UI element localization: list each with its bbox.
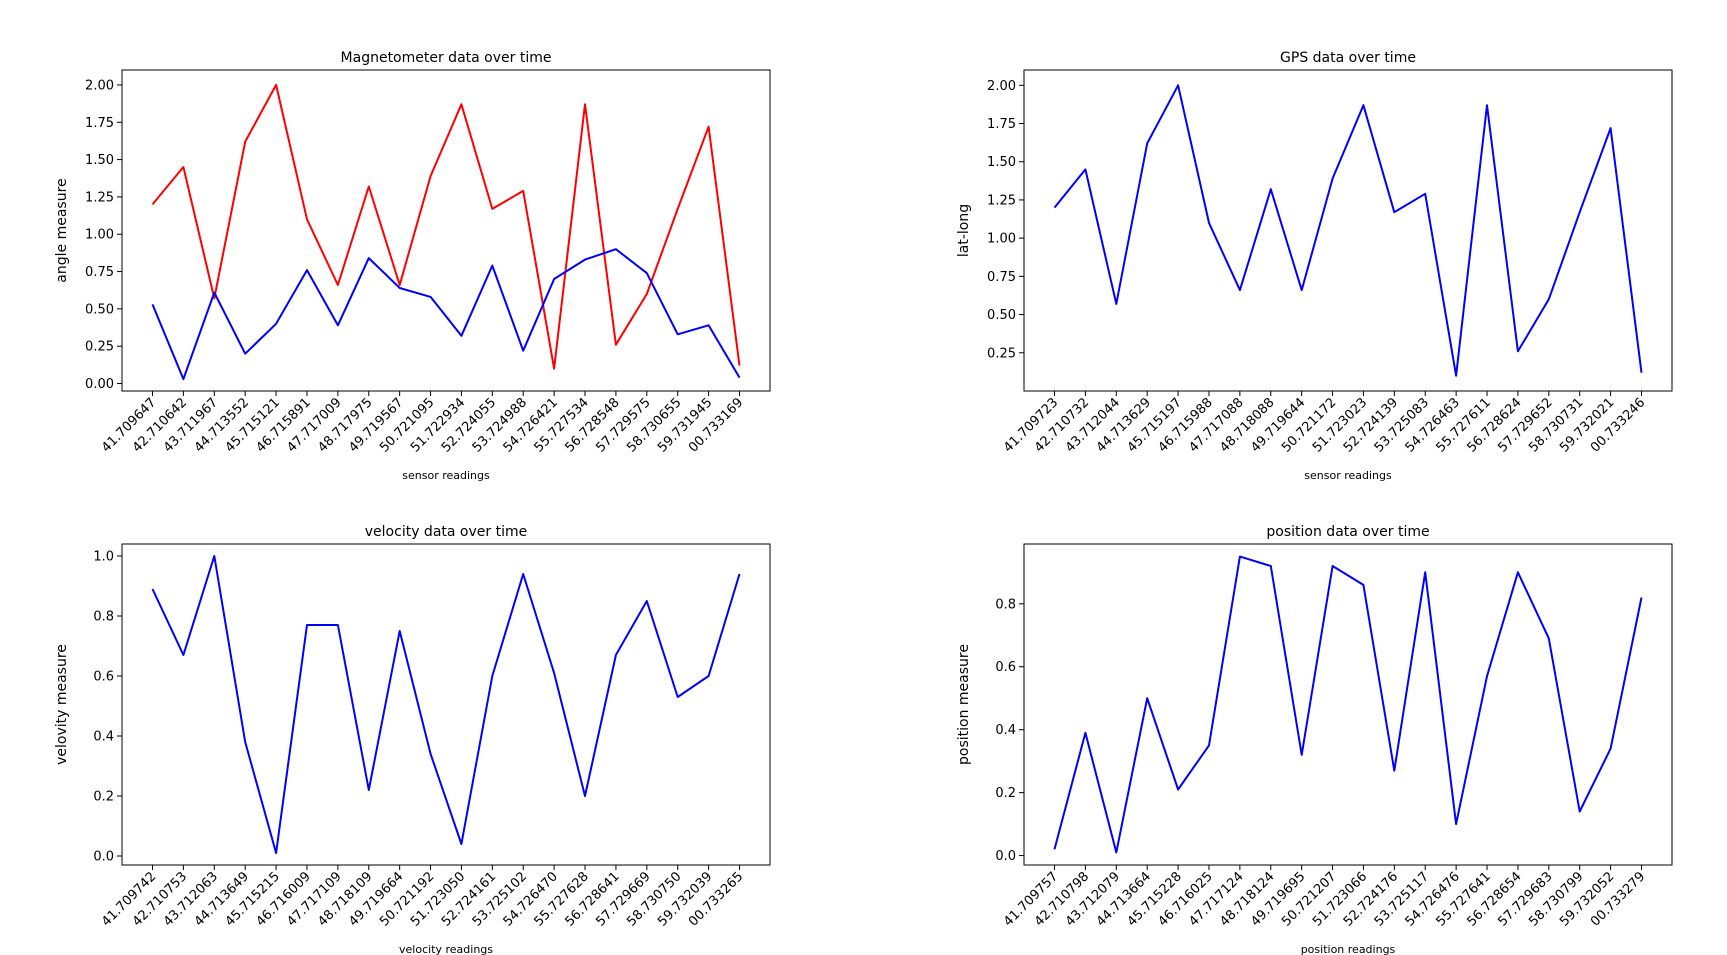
y-tick-label: 1.00	[987, 232, 1016, 247]
y-tick-label: 0.2	[93, 790, 114, 805]
y-tick-label: 0.2	[995, 786, 1016, 801]
axes-frame	[121, 543, 771, 866]
x-axis-label: position readings	[1301, 943, 1396, 955]
chart-2: GPS data over time 0.25 0.50 0.75 1.00 1.25 1.…	[956, 50, 1673, 482]
y-tick-label: 0.25	[85, 340, 114, 355]
y-tick-label: 1.50	[85, 153, 114, 168]
series-line-2	[151, 248, 741, 381]
series-line-1	[1053, 555, 1643, 854]
axes-frame	[121, 69, 771, 392]
x-axis-label: sensor readings	[1304, 469, 1392, 482]
y-tick-label: 0.6	[995, 660, 1016, 675]
axes-frame	[1023, 69, 1673, 392]
series-line-1	[151, 555, 741, 854]
y-tick-label: 0.25	[987, 346, 1016, 361]
chart-title: velocity data over time	[365, 524, 527, 540]
y-tick-label: 0.0	[93, 850, 114, 865]
y-tick-label: 1.50	[987, 155, 1016, 170]
y-tick-label: 1.25	[85, 190, 114, 205]
y-tick-label: 0.8	[995, 597, 1016, 612]
y-tick-label: 0.00	[85, 377, 114, 392]
x-axis-label: sensor readings	[402, 469, 490, 482]
y-tick-label: 1.0	[93, 550, 114, 565]
y-tick-label: 0.4	[93, 730, 114, 745]
y-tick-label: 0.0	[995, 849, 1016, 864]
chart-1: Magnetometer data over time 0.00 0.25 0.50 0…	[54, 50, 771, 482]
y-tick-label: 1.75	[85, 116, 114, 131]
chart-4: position data over time0.00.20.40.60.841…	[956, 524, 1673, 955]
y-tick-label: 2.00	[987, 79, 1016, 94]
chart-title: GPS data over time	[1280, 50, 1416, 66]
axes-frame	[1023, 543, 1673, 866]
y-axis-label: position measure	[956, 644, 972, 765]
chart-3: velocity data over time 0.0 0.2 0.4 0.6 0.8 1.…	[54, 524, 771, 955]
y-tick-label: 0.75	[987, 270, 1016, 285]
y-tick-label: 0.50	[85, 302, 114, 317]
y-tick-label: 0.50	[987, 308, 1016, 323]
chart-title: Magnetometer data over time	[341, 50, 552, 66]
y-axis-label: angle measure	[54, 178, 70, 282]
y-axis-label: velovity measure	[54, 644, 70, 765]
x-axis-label: velocity readings	[399, 943, 493, 955]
y-tick-label: 1.75	[987, 117, 1016, 132]
chart-title: position data over time	[1266, 524, 1429, 540]
y-tick-label: 1.00	[85, 228, 114, 243]
y-tick-label: 0.6	[93, 670, 114, 685]
y-tick-label: 0.8	[93, 610, 114, 625]
y-tick-label: 0.75	[85, 265, 114, 280]
y-tick-label: 0.4	[995, 723, 1016, 738]
series-line-1	[151, 83, 741, 370]
y-tick-label: 2.00	[85, 78, 114, 93]
series-line-1	[1053, 84, 1643, 377]
y-axis-label: lat-long	[956, 204, 972, 257]
y-tick-label: 1.25	[987, 193, 1016, 208]
